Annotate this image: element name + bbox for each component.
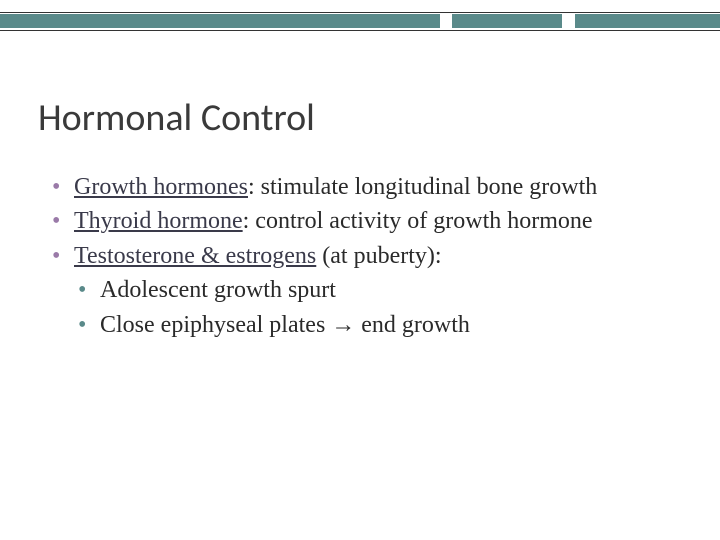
term-growth-hormones: Growth hormones (74, 174, 248, 200)
decor-teal-seg1 (452, 14, 562, 28)
text-end-growth: end growth (355, 312, 470, 338)
decor-line-top (0, 12, 720, 13)
term-testosterone-estrogens: Testosterone & estrogens (74, 243, 316, 269)
term-thyroid-hormone: Thyroid hormone (74, 208, 243, 234)
arrow-icon: → (331, 311, 355, 338)
slide-top-decor (0, 0, 720, 40)
sub-bullet-epiphyseal: Close epiphyseal plates → end growth (78, 309, 680, 341)
decor-line-bottom (0, 30, 720, 31)
slide-body: Growth hormones: stimulate longitudinal … (52, 171, 680, 341)
decor-teal-seg2 (575, 14, 720, 28)
bullet-growth-hormones: Growth hormones: stimulate longitudinal … (52, 171, 680, 203)
bullet-thyroid-hormone: Thyroid hormone: control activity of gro… (52, 205, 680, 237)
slide-title: Hormonal Control (38, 95, 720, 141)
decor-teal-main (0, 14, 440, 28)
text-puberty-note: (at puberty): (316, 243, 441, 269)
bullet-testosterone-estrogens: Testosterone & estrogens (at puberty): (52, 240, 680, 272)
text-growth-spurt: Adolescent growth spurt (100, 277, 336, 303)
text-thyroid-hormone-desc: : control activity of growth hormone (243, 208, 593, 234)
text-growth-hormones-desc: : stimulate longitudinal bone growth (248, 174, 597, 200)
text-epiphyseal-pre: Close epiphyseal plates (100, 312, 331, 338)
sub-bullet-growth-spurt: Adolescent growth spurt (78, 274, 680, 306)
